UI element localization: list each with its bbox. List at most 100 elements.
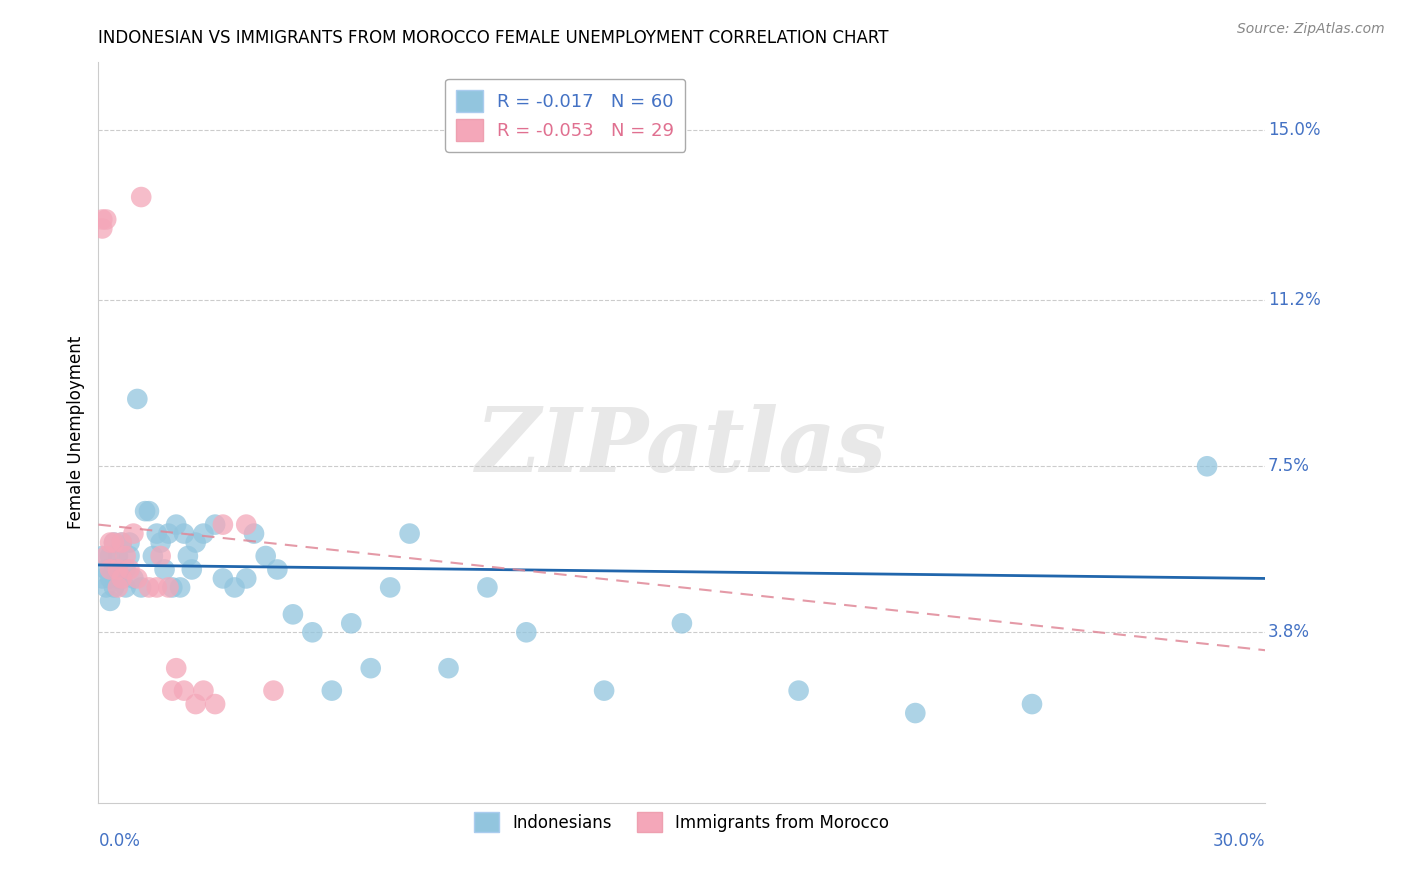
Point — [177, 549, 200, 563]
Point — [593, 683, 616, 698]
Point — [107, 562, 129, 576]
Point — [157, 526, 180, 541]
Point — [281, 607, 304, 622]
Point — [212, 517, 235, 532]
Point — [235, 517, 257, 532]
Point — [91, 571, 114, 585]
Point — [149, 549, 172, 563]
Point — [380, 581, 402, 595]
Point — [184, 697, 207, 711]
Point — [118, 535, 141, 549]
Point — [262, 683, 284, 698]
Point — [138, 581, 160, 595]
Text: INDONESIAN VS IMMIGRANTS FROM MOROCCO FEMALE UNEMPLOYMENT CORRELATION CHART: INDONESIAN VS IMMIGRANTS FROM MOROCCO FE… — [98, 29, 889, 47]
Point — [149, 535, 172, 549]
Point — [103, 581, 125, 595]
Point — [321, 683, 343, 698]
Point — [243, 526, 266, 541]
Point — [157, 581, 180, 595]
Point — [266, 562, 288, 576]
Point — [340, 616, 363, 631]
Point — [146, 581, 169, 595]
Point — [162, 683, 184, 698]
Point — [111, 535, 134, 549]
Point — [107, 581, 129, 595]
Point — [212, 571, 235, 585]
Point — [180, 562, 202, 576]
Point — [169, 581, 191, 595]
Text: 7.5%: 7.5% — [1268, 458, 1309, 475]
Point — [162, 581, 184, 595]
Point — [129, 190, 152, 204]
Point — [96, 549, 118, 563]
Point — [165, 661, 187, 675]
Point — [114, 581, 136, 595]
Point — [103, 562, 125, 576]
Text: 11.2%: 11.2% — [1268, 292, 1320, 310]
Point — [235, 571, 257, 585]
Point — [193, 683, 215, 698]
Point — [96, 212, 118, 227]
Point — [107, 562, 129, 576]
Point — [118, 562, 141, 576]
Point — [301, 625, 323, 640]
Point — [254, 549, 277, 563]
Point — [98, 562, 121, 576]
Point — [114, 562, 136, 576]
Point — [127, 571, 149, 585]
Point — [138, 504, 160, 518]
Point — [515, 625, 537, 640]
Text: 15.0%: 15.0% — [1268, 120, 1320, 139]
Legend: Indonesians, Immigrants from Morocco: Indonesians, Immigrants from Morocco — [468, 805, 896, 838]
Point — [91, 212, 114, 227]
Point — [98, 594, 121, 608]
Point — [204, 697, 226, 711]
Point — [96, 562, 118, 576]
Point — [204, 517, 226, 532]
Text: ZIPatlas: ZIPatlas — [477, 404, 887, 491]
Text: 30.0%: 30.0% — [1213, 832, 1265, 850]
Point — [91, 221, 114, 235]
Point — [111, 571, 134, 585]
Point — [165, 517, 187, 532]
Point — [134, 504, 156, 518]
Point — [184, 535, 207, 549]
Point — [173, 683, 195, 698]
Point — [477, 581, 499, 595]
Point — [671, 616, 693, 631]
Point — [360, 661, 382, 675]
Point — [103, 535, 125, 549]
Point — [118, 549, 141, 563]
Point — [437, 661, 460, 675]
Point — [103, 535, 125, 549]
Point — [1021, 697, 1043, 711]
Point — [127, 392, 149, 406]
Point — [787, 683, 810, 698]
Point — [1195, 459, 1218, 474]
Point — [122, 571, 145, 585]
Text: 0.0%: 0.0% — [98, 832, 141, 850]
Point — [111, 535, 134, 549]
Point — [98, 535, 121, 549]
Point — [96, 581, 118, 595]
Point — [193, 526, 215, 541]
Point — [173, 526, 195, 541]
Text: Source: ZipAtlas.com: Source: ZipAtlas.com — [1237, 22, 1385, 37]
Point — [129, 581, 152, 595]
Point — [153, 562, 176, 576]
Point — [122, 526, 145, 541]
Point — [107, 549, 129, 563]
Text: 3.8%: 3.8% — [1268, 624, 1310, 641]
Point — [146, 526, 169, 541]
Point — [398, 526, 420, 541]
Point — [111, 571, 134, 585]
Point — [98, 571, 121, 585]
Point — [91, 549, 114, 563]
Point — [904, 706, 927, 720]
Point — [98, 549, 121, 563]
Point — [114, 549, 136, 563]
Point — [224, 581, 246, 595]
Y-axis label: Female Unemployment: Female Unemployment — [66, 336, 84, 529]
Point — [107, 571, 129, 585]
Point — [142, 549, 165, 563]
